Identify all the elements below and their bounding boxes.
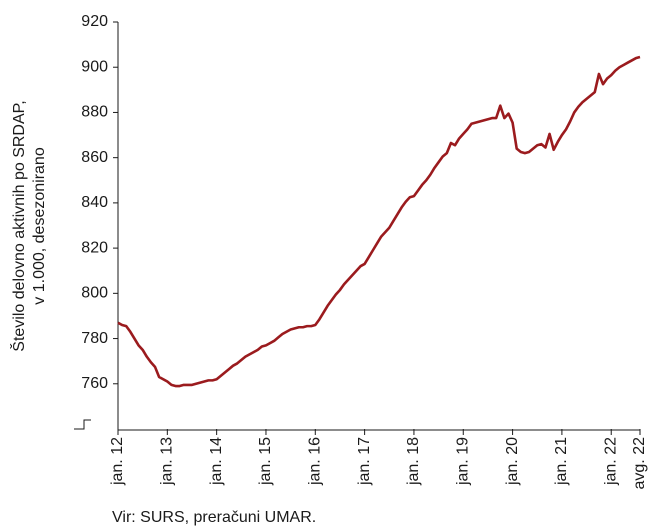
x-tick-label: jan. 14: [208, 437, 225, 486]
x-tick-label: jan. 15: [257, 437, 274, 486]
y-tick-label: 880: [81, 104, 108, 121]
x-tick-label: jan. 13: [159, 437, 176, 486]
y-tick-label: 920: [81, 13, 108, 30]
x-tick-label: jan. 12: [109, 437, 126, 486]
x-tick-label: jan. 22: [602, 437, 619, 486]
y-axis-label: v 1.000, desezonirano: [31, 147, 48, 305]
y-tick-label: 840: [81, 194, 108, 211]
y-tick-label: 900: [81, 58, 108, 75]
y-tick-label: 780: [81, 330, 108, 347]
x-tick-label: jan. 16: [307, 437, 324, 486]
y-tick-label: 820: [81, 239, 108, 256]
y-tick-label: 760: [81, 375, 108, 392]
axis-break: [74, 419, 91, 430]
x-tick-label: avg. 22: [631, 437, 648, 490]
source: Vir: SURS, preračuni UMAR.: [112, 509, 316, 526]
line: [117, 55, 641, 388]
x-tick-label: jan. 21: [553, 437, 570, 486]
x-tick-label: jan. 18: [405, 437, 422, 486]
x-tick-label: jan. 17: [356, 437, 373, 486]
y-tick-label: 860: [81, 149, 108, 166]
y-axis-label: Število delovno aktivnih po SRDAP,: [9, 100, 28, 351]
x-tick-label: jan. 19: [454, 437, 471, 486]
x-tick-label: jan. 20: [504, 437, 521, 486]
y-tick-label: 800: [81, 285, 108, 302]
